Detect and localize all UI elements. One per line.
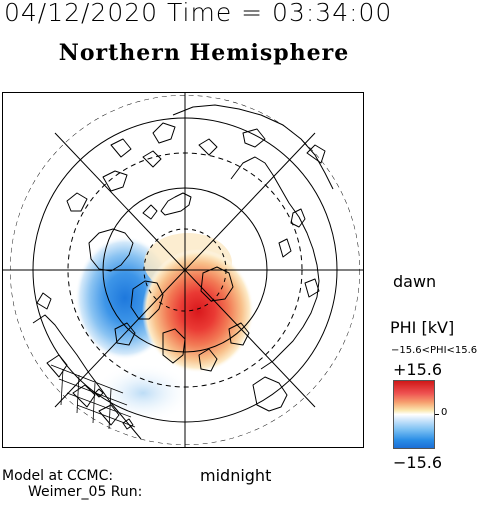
colorbar [393,380,435,449]
colorbar-mid-label: 0 [441,407,448,418]
midnight-label: midnight [200,466,272,485]
colorbar-zero-tick [435,414,439,415]
potential-pattern [75,233,254,423]
colorbar-title: PHI [kV] [390,318,455,337]
polar-map [2,92,364,448]
hemisphere-title: Northern Hemisphere [58,40,350,66]
date-time-header: 04/12/2020 Time = 03:34:00 [4,0,393,27]
dawn-label: dawn [393,272,437,291]
coastlines [32,104,334,440]
model-credit: Model at CCMC: [2,468,114,484]
colorbar-max-label: +15.6 [393,360,443,379]
colorbar-min-label: −15.6 [393,453,443,472]
run-label: Weimer_05 Run: [28,484,143,500]
colorbar-range: −15.6<PHI<15.6 [391,345,478,356]
grid-hatching [50,364,136,430]
